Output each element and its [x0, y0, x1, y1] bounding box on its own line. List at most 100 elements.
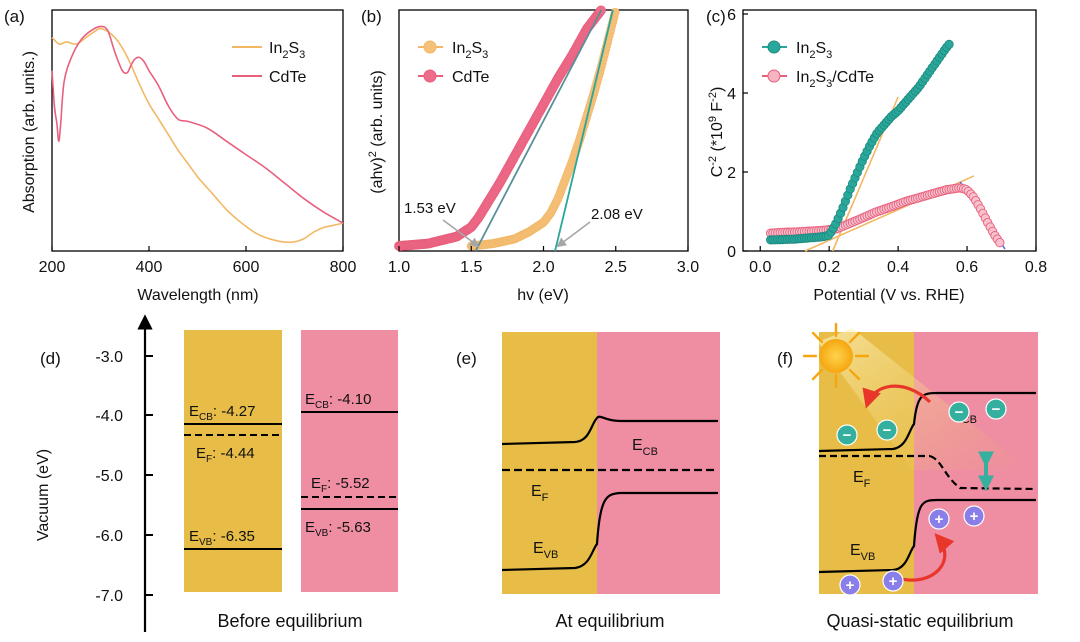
cdte-ecb-value: ECB: -4.10	[305, 391, 371, 411]
panel-f-label: (f)	[777, 349, 793, 368]
panel-c-frame	[742, 9, 1037, 252]
tauc-fit-in2s3	[554, 9, 614, 252]
panel-f-caption: Quasi-static equilibrium	[826, 611, 1013, 631]
vacuum-tick-label: -5.0	[95, 468, 123, 485]
panel-c-label: (c)	[706, 7, 726, 26]
panel-b-xlabel: hv (eV)	[517, 287, 569, 304]
conduction-band-f	[818, 391, 1036, 453]
vacuum-tick-label: -6.0	[95, 528, 123, 545]
electron-sign: −	[883, 422, 892, 439]
in2s3-ef-value: EF: -4.44	[196, 445, 255, 465]
x-tick-label: 3.0	[677, 259, 699, 276]
vacuum-axis-label: Vacuum (eV)	[35, 449, 52, 541]
panel-a-curves	[51, 25, 344, 244]
legend-marker-cdte-b	[423, 69, 437, 83]
tauc-fit-cdte	[474, 9, 603, 252]
electron-carrier	[876, 419, 898, 441]
panel-d: (d) -3.0 -4.0 -5.0 -6.0 -7.0 Vacuum (eV) ECB…	[35, 314, 398, 632]
cdte-ef-value: EF: -5.52	[311, 475, 370, 495]
in2s3-ecb-value: ECB: -4.27	[189, 403, 255, 423]
x-tick-label: 0.8	[1025, 259, 1047, 276]
panel-c-ticks: 0.0 0.2 0.4 0.6 0.8 0 2 4 6	[727, 7, 1047, 276]
y-tick-label: 0	[727, 244, 736, 261]
hole-sign: +	[935, 511, 944, 528]
y-tick-label: 4	[727, 86, 736, 103]
x-tick-label: 0.2	[818, 259, 840, 276]
electron-transfer-arrow	[862, 384, 932, 409]
panel-e-label: (e)	[456, 349, 477, 368]
panel-b-curves	[394, 5, 620, 252]
annotation-arrow-2-08	[556, 221, 591, 248]
in2s3-data-point	[944, 39, 954, 50]
panel-a: (a) 200 400 600 800 Wavelength (nm) Absorpt…	[4, 7, 356, 304]
ef-label-e: EF	[531, 483, 549, 504]
valence-band-e	[501, 491, 718, 572]
panel-a-legend: In2S3 CdTe	[232, 40, 306, 86]
evb-label-f: EVB	[850, 542, 875, 563]
legend-label-heterojunction: In2S3/CdTe	[796, 69, 874, 90]
electron-sign: −	[992, 401, 1001, 418]
panel-c-ylabel: C-2 (*109 F-2)	[707, 87, 726, 178]
electron-carrier	[948, 401, 970, 423]
cdte-evb-value: EVB: -5.63	[305, 519, 371, 539]
panel-f: (f) ECB EF EVB −−−−++++ Quasi-static equ…	[777, 322, 1038, 631]
legend-marker-in2s3-b	[423, 40, 437, 54]
panel-c-xlabel: Potential (V vs. RHE)	[813, 287, 964, 304]
panel-b-legend: In2S3 CdTe	[418, 40, 489, 86]
panel-d-label: (d)	[40, 349, 61, 368]
carrier-layer: − − − − + + + +	[836, 398, 1007, 596]
legend-marker-heterojunction	[767, 69, 781, 83]
x-tick-label: 400	[136, 259, 163, 276]
y-tick-label: 2	[727, 165, 736, 182]
sun-icon	[802, 322, 870, 389]
legend-label-in2s3: In2S3	[269, 40, 305, 61]
y-tick-label: 6	[727, 7, 736, 24]
legend-marker-in2s3-c	[767, 40, 781, 54]
panel-e-caption: At equilibrium	[555, 611, 664, 631]
hole-carrier	[963, 505, 985, 527]
x-tick-label: 200	[39, 259, 66, 276]
electron-sign: −	[843, 427, 852, 444]
cdte-block-e	[597, 332, 720, 594]
electron-sign: −	[955, 404, 964, 421]
hole-carrier	[839, 574, 861, 596]
x-tick-label: 2.0	[532, 259, 554, 276]
legend-label-cdte: CdTe	[269, 69, 306, 86]
legend-label-in2s3-b: In2S3	[452, 40, 488, 61]
vacuum-tick-label: -7.0	[95, 588, 123, 605]
hole-carrier	[882, 570, 904, 592]
panel-c: (c) 0.0 0.2 0.4 0.6 0.8 0 2 4 6 Potential (V vs.…	[706, 7, 1047, 304]
legend-label-cdte-b: CdTe	[452, 69, 489, 86]
panel-d-caption: Before equilibrium	[217, 611, 362, 631]
x-tick-label: 0.4	[887, 259, 909, 276]
legend-label-in2s3-c: In2S3	[796, 40, 832, 61]
series-line-in2s3	[51, 27, 344, 244]
panel-a-frame	[51, 9, 344, 252]
panel-a-label: (a)	[4, 7, 25, 26]
quasi-fermi-level-cdte	[929, 454, 1037, 491]
hole-sign: +	[889, 573, 898, 590]
x-tick-label: 600	[233, 259, 260, 276]
hole-transfer-arrow	[896, 533, 955, 582]
series-line-cdte	[51, 25, 344, 224]
conduction-band-e	[501, 415, 718, 446]
panel-a-ylabel: Absorption (arb. units.)	[21, 51, 38, 213]
hole-sign: +	[846, 577, 855, 594]
panel-a-xlabel: Wavelength (nm)	[137, 287, 258, 304]
cdte-band-block	[301, 330, 398, 592]
ef-label-f: EF	[853, 469, 871, 490]
panel-a-ticks: 200 400 600 800	[39, 246, 356, 276]
x-tick-label: 0.0	[749, 259, 771, 276]
panel-b: (b) 1.0 1.5 2.0 2.5 3.0 hv (eV) (ahv)2 (arb.…	[361, 5, 699, 304]
in2s3-block-e	[502, 332, 597, 594]
hole-sign: +	[970, 508, 979, 525]
vacuum-axis-ticks: -3.0 -4.0 -5.0 -6.0 -7.0	[95, 349, 153, 605]
x-tick-label: 1.5	[460, 259, 482, 276]
annotation-arrow-1-53	[442, 219, 480, 248]
ecb-label-e: ECB	[632, 437, 658, 458]
hole-carrier	[928, 508, 950, 530]
panel-c-curves	[765, 39, 1006, 252]
panel-b-label: (b)	[361, 7, 382, 26]
panel-c-legend: In2S3 In2S3/CdTe	[762, 40, 874, 90]
